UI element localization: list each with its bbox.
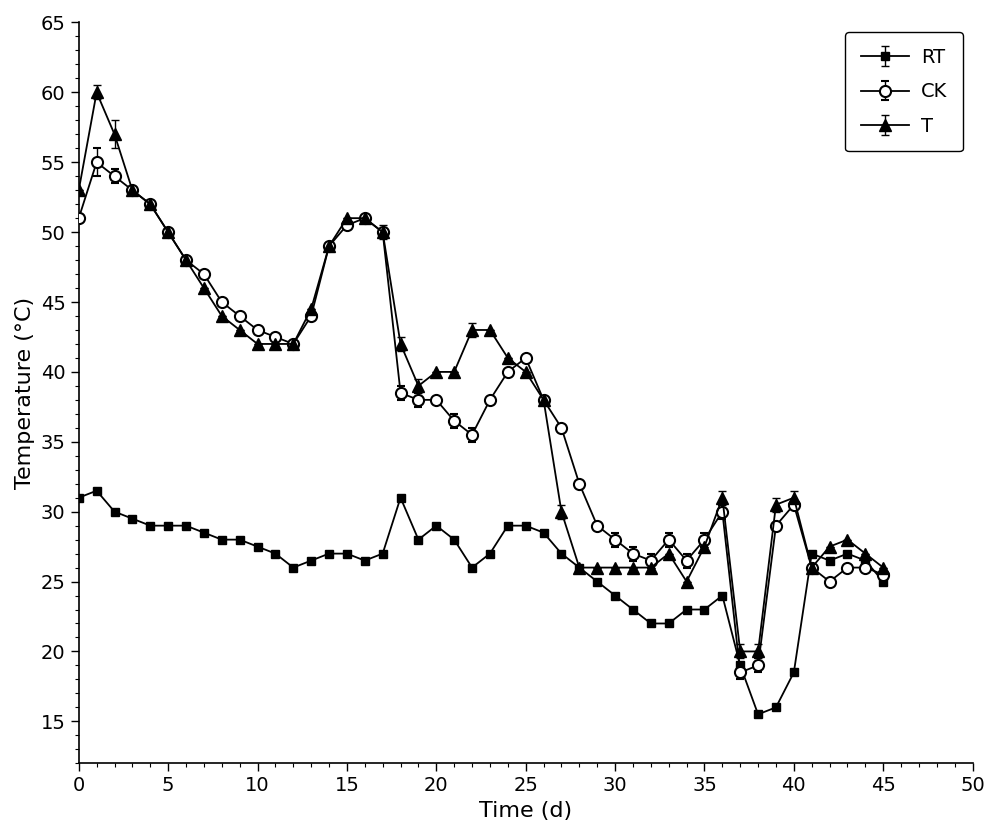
X-axis label: Time (d): Time (d) [479, 801, 572, 821]
Legend: RT, CK, T: RT, CK, T [845, 33, 963, 151]
Y-axis label: Temperature (°C): Temperature (°C) [15, 297, 35, 489]
